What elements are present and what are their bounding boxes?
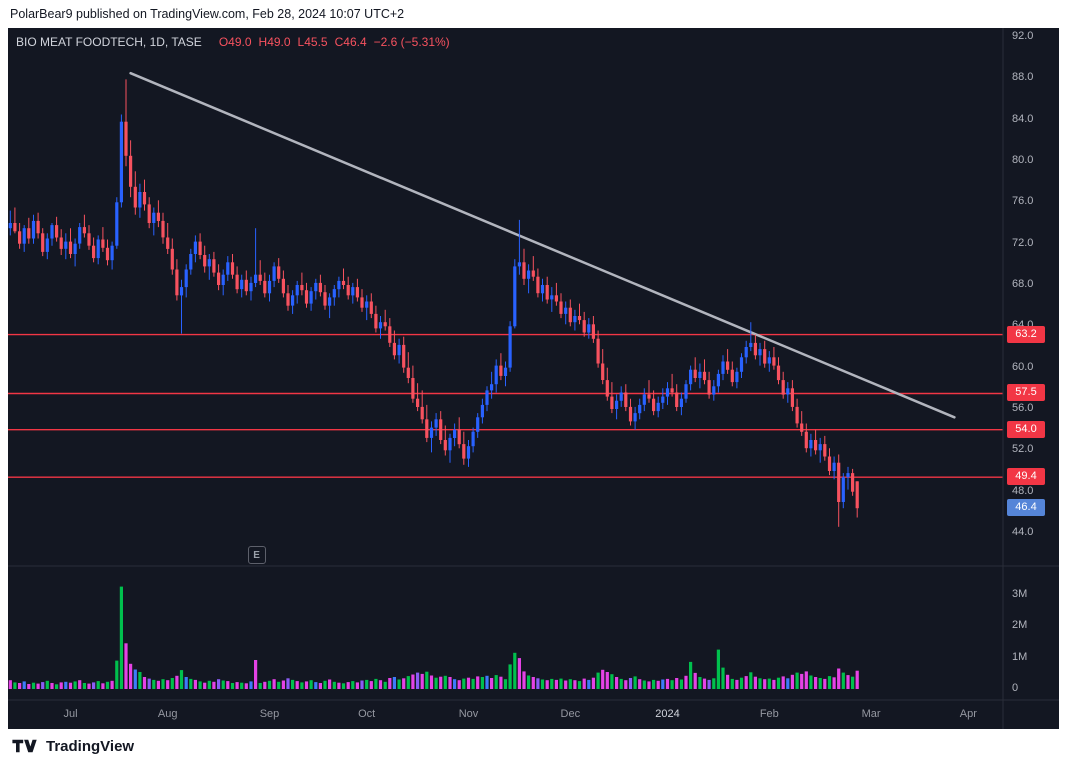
close-value: 46.4 [343, 35, 367, 49]
time-axis-label[interactable]: Nov [458, 708, 479, 720]
time-axis-label[interactable]: Jul [63, 708, 78, 720]
price-tick[interactable]: 76.0 [1012, 195, 1034, 208]
time-axis-label[interactable]: Dec [560, 708, 581, 720]
volume-tick[interactable]: 2M [1012, 619, 1028, 631]
change-value: −2.6 (−5.31%) [373, 35, 450, 49]
volume-tick[interactable]: 3M [1012, 587, 1028, 600]
time-axis-label[interactable]: 2024 [655, 708, 680, 720]
high-value: 49.0 [267, 35, 291, 49]
price-tick[interactable]: 56.0 [1012, 401, 1034, 414]
footer: TradingView [0, 729, 1067, 763]
price-tick[interactable]: 60.0 [1012, 360, 1034, 373]
low-label: L [297, 35, 305, 49]
low-value: 45.5 [304, 35, 328, 49]
price-tick[interactable]: 68.0 [1012, 277, 1034, 290]
price-level-label: 49.4 [1007, 468, 1045, 486]
volume-tick[interactable]: 1M [1012, 650, 1028, 663]
close-label: C [334, 35, 344, 49]
high-label: H [258, 35, 268, 49]
time-axis-label[interactable]: Feb [759, 708, 779, 720]
earnings-marker[interactable]: E [247, 546, 266, 564]
open-value: 49.0 [228, 35, 252, 49]
price-level-label: 57.5 [1007, 384, 1045, 402]
symbol-title: BIO MEAT FOODTECH, 1D, TASE [16, 35, 202, 49]
price-tick[interactable]: 84.0 [1012, 112, 1034, 125]
candlestick-chart[interactable] [8, 28, 1059, 729]
chart-panel[interactable]: BIO MEAT FOODTECH, 1D, TASE O49.0 H49.0 L45… [8, 28, 1059, 729]
price-tick[interactable]: 72.0 [1012, 236, 1034, 249]
share-header: PolarBear9 published on TradingView.com,… [0, 0, 1067, 28]
last-price-label: 46.4 [1007, 499, 1045, 517]
price-level-label: 54.0 [1007, 420, 1045, 438]
time-axis-label[interactable]: Aug [157, 708, 178, 720]
price-tick[interactable]: 92.0 [1012, 30, 1034, 42]
tradingview-brand-text[interactable]: TradingView [46, 737, 135, 755]
price-level-label: 63.2 [1007, 325, 1045, 343]
price-tick[interactable]: 80.0 [1012, 153, 1034, 166]
open-label: O [218, 35, 229, 49]
time-axis-label[interactable]: Oct [358, 708, 376, 720]
time-axis-label[interactable]: Mar [861, 708, 881, 720]
price-tick[interactable]: 48.0 [1012, 484, 1034, 497]
chart-legend: BIO MEAT FOODTECH, 1D, TASE O49.0 H49.0 L45… [16, 35, 450, 49]
share-header-text: PolarBear9 published on TradingView.com,… [10, 7, 405, 21]
price-tick[interactable]: 88.0 [1012, 71, 1034, 84]
price-tick[interactable]: 44.0 [1012, 525, 1034, 538]
price-tick[interactable]: 52.0 [1012, 443, 1034, 456]
time-axis-label[interactable]: Sep [259, 708, 280, 720]
volume-tick[interactable]: 0 [1012, 682, 1019, 694]
tradingview-logo[interactable] [12, 737, 38, 755]
time-axis-label[interactable]: Apr [959, 708, 977, 720]
